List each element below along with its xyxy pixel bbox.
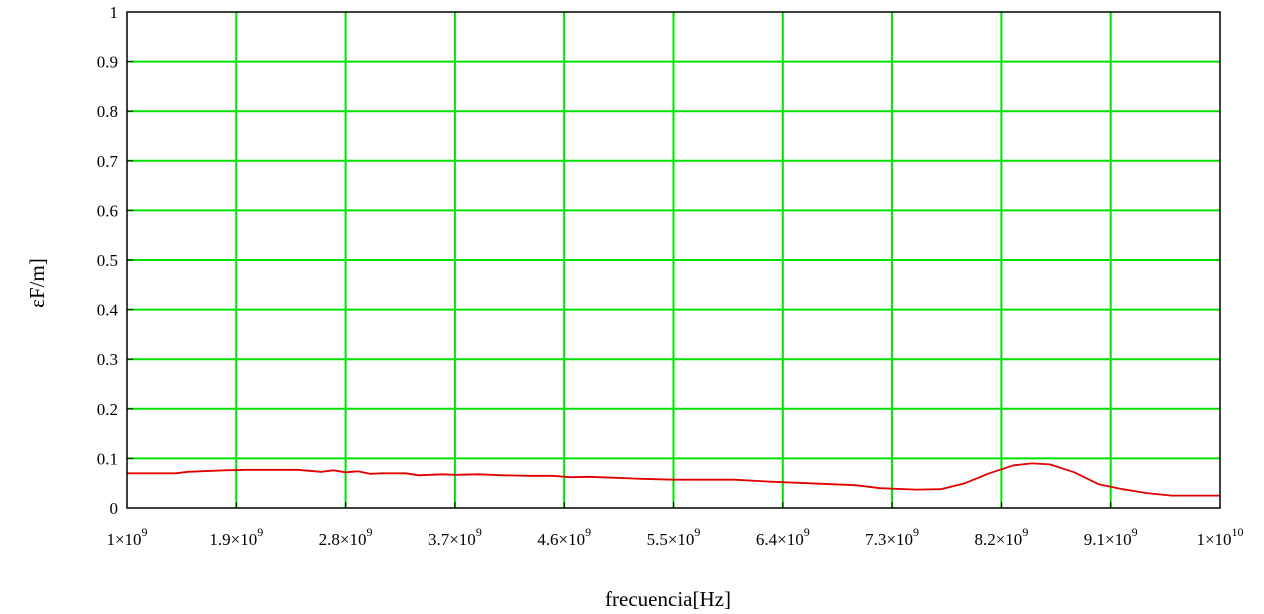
x-tick-label: 1×109	[106, 525, 147, 549]
tick-marks	[126, 11, 1221, 509]
y-tick-label: 0.6	[97, 201, 118, 220]
y-tick-labels: 0 0.1 0.2 0.3 0.4 0.5 0.6 0.7 0.8 0.9 1	[97, 3, 119, 518]
x-tick-label: 3.7×109	[428, 525, 482, 549]
y-tick-label: 0.3	[97, 350, 118, 369]
x-tick-label: 6.4×109	[756, 525, 810, 549]
x-tick-label: 5.5×109	[647, 525, 701, 549]
y-tick-label: 0.2	[97, 400, 118, 419]
y-tick-label: 0.9	[97, 53, 118, 72]
series-line	[127, 462, 1220, 497]
y-tick-label: 0.1	[97, 449, 118, 468]
x-tick-label: 1.9×109	[209, 525, 263, 549]
x-tick-label: 2.8×109	[319, 525, 373, 549]
y-tick-label: 0.7	[97, 152, 119, 171]
y-tick-label: 0.8	[97, 102, 118, 121]
x-tick-label: 9.1×109	[1084, 525, 1138, 549]
y-tick-label: 1	[110, 3, 119, 22]
series-layer	[127, 462, 1220, 497]
x-axis-title: frecuencia[Hz]	[605, 587, 731, 611]
gridlines	[127, 12, 1220, 508]
x-tick-label: 7.3×109	[865, 525, 919, 549]
y-axis-title: εF/m]	[25, 258, 49, 308]
y-tick-label: 0.5	[97, 251, 118, 270]
y-tick-label: 0.4	[97, 301, 119, 320]
x-tick-label: 8.2×109	[974, 525, 1028, 549]
x-tick-labels: 1×109 1.9×109 2.8×109 3.7×109 4.6×109 5.5×109…	[106, 525, 1243, 549]
x-tick-label: 1×1010	[1196, 525, 1243, 549]
x-tick-label: 4.6×109	[537, 525, 591, 549]
y-tick-label: 0	[110, 499, 119, 518]
